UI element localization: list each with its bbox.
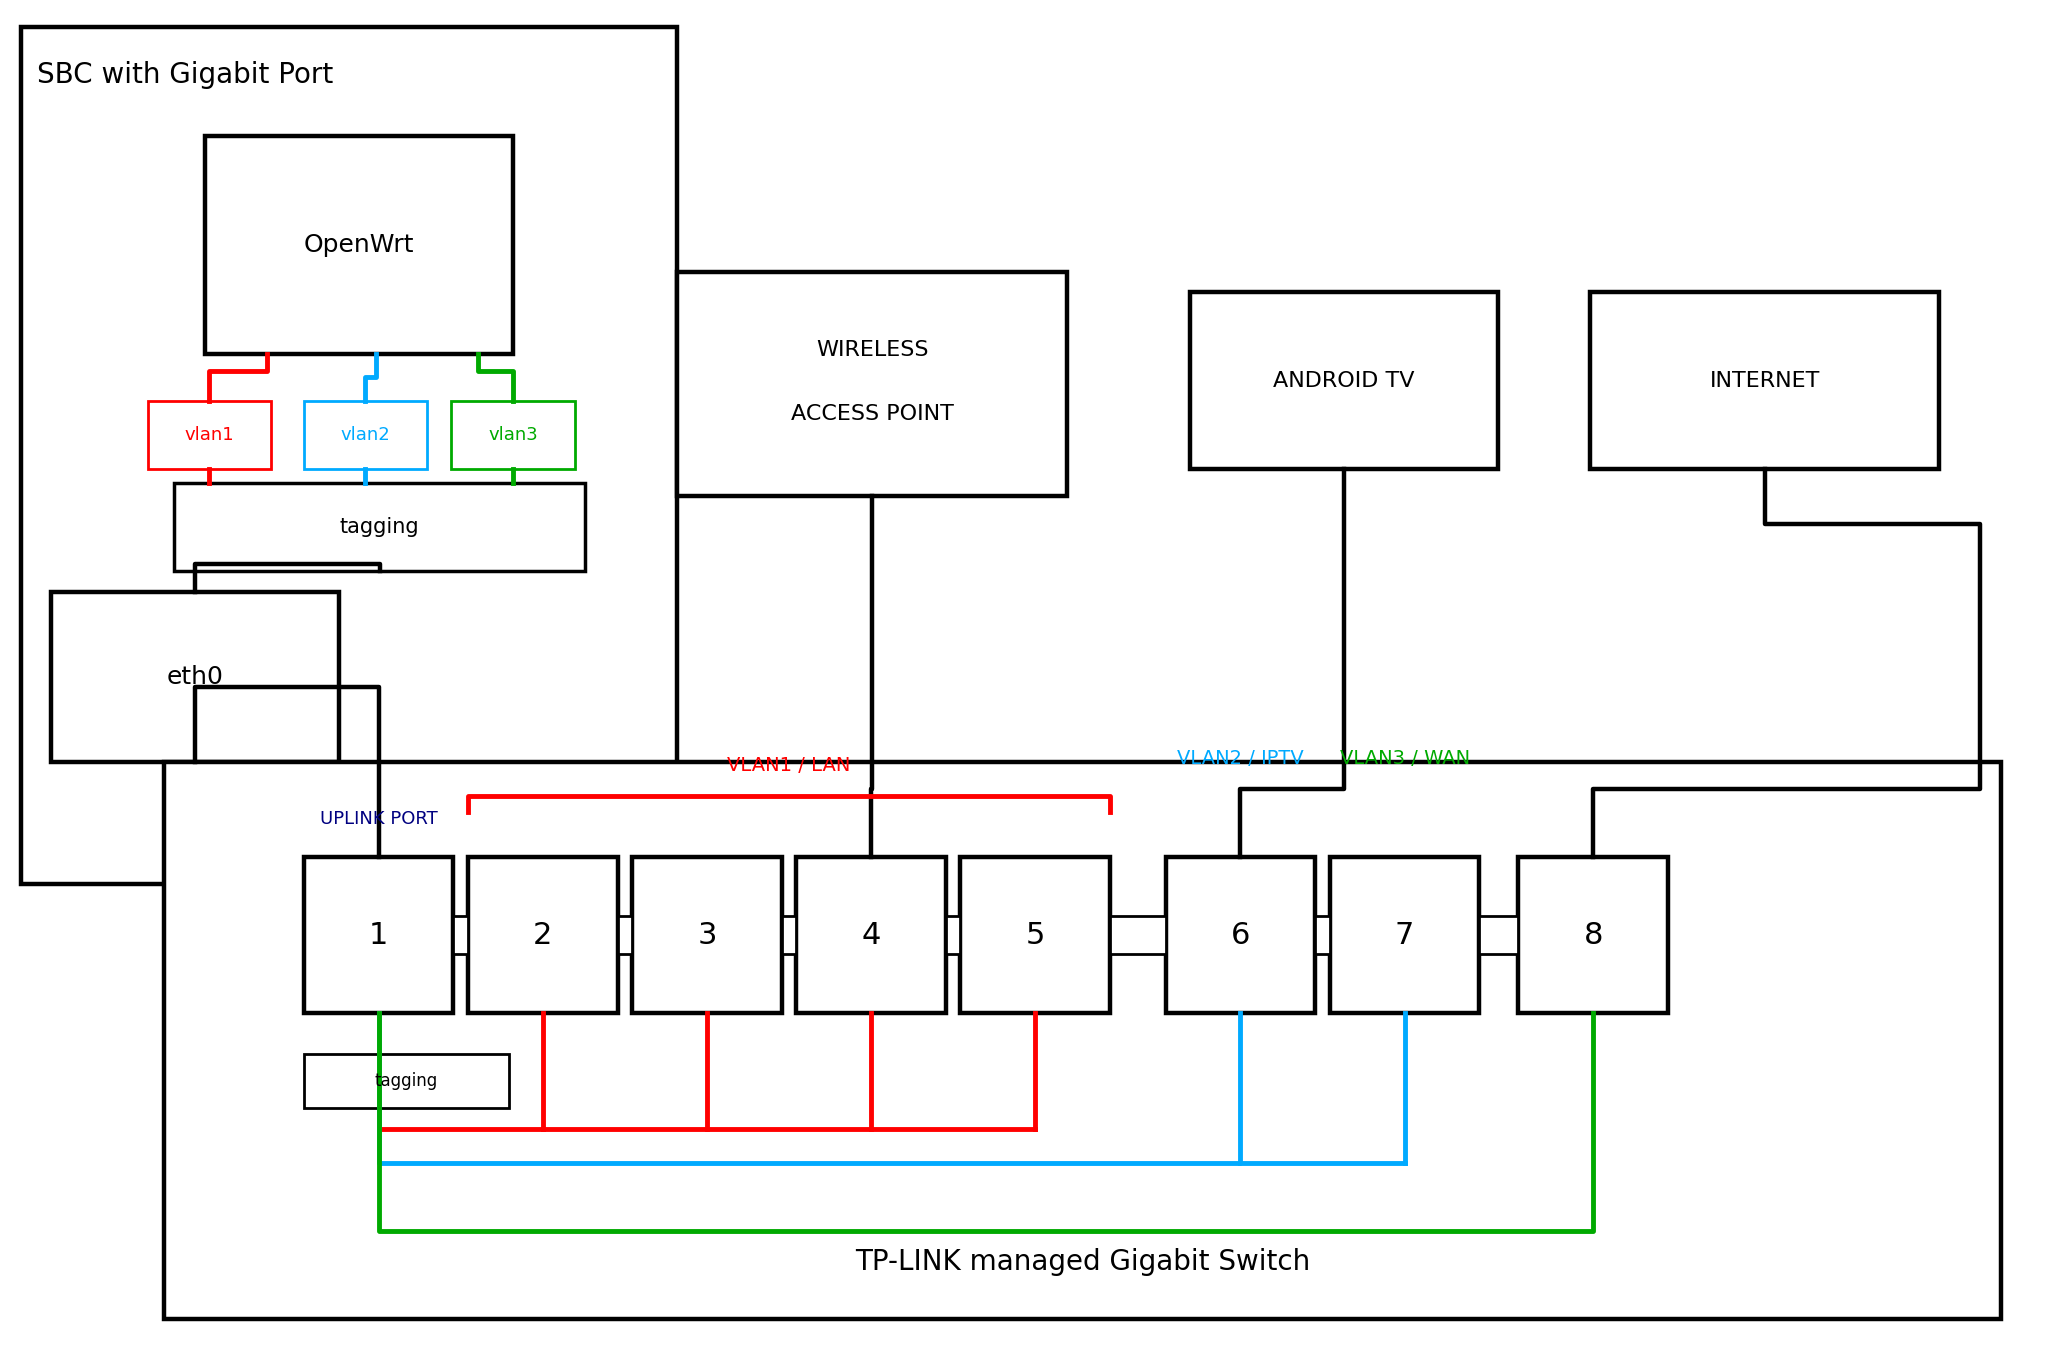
Bar — [796, 857, 946, 1013]
Bar — [1166, 857, 1315, 1013]
Text: SBC with Gigabit Port: SBC with Gigabit Port — [37, 61, 332, 90]
Bar — [51, 592, 339, 762]
Bar — [1110, 917, 1166, 955]
Text: 6: 6 — [1231, 921, 1250, 949]
Bar — [1590, 292, 1939, 469]
Bar — [1518, 857, 1668, 1013]
Bar — [304, 1054, 509, 1108]
Text: ANDROID TV: ANDROID TV — [1274, 371, 1414, 390]
Bar — [782, 917, 796, 955]
Bar — [618, 917, 632, 955]
Bar — [174, 483, 585, 571]
Text: vlan2: vlan2 — [341, 426, 390, 445]
Bar — [304, 401, 427, 469]
Bar — [632, 857, 782, 1013]
Bar — [1190, 292, 1498, 469]
Text: tagging: tagging — [341, 517, 419, 537]
Text: vlan3: vlan3 — [488, 426, 538, 445]
Bar — [960, 857, 1110, 1013]
Bar — [205, 136, 513, 354]
Text: ACCESS POINT: ACCESS POINT — [790, 404, 954, 424]
Text: vlan1: vlan1 — [185, 426, 234, 445]
Bar — [164, 762, 2001, 1319]
Text: TP-LINK managed Gigabit Switch: TP-LINK managed Gigabit Switch — [856, 1248, 1309, 1276]
Bar — [148, 401, 271, 469]
Bar — [677, 272, 1067, 496]
Text: VLAN3 / WAN: VLAN3 / WAN — [1340, 749, 1469, 768]
Bar — [453, 917, 468, 955]
Text: tagging: tagging — [376, 1072, 437, 1091]
Bar — [468, 857, 618, 1013]
Text: eth0: eth0 — [166, 665, 224, 688]
Text: UPLINK PORT: UPLINK PORT — [320, 809, 437, 828]
Text: WIRELESS: WIRELESS — [817, 340, 928, 360]
Text: 7: 7 — [1395, 921, 1414, 949]
Bar — [451, 401, 575, 469]
Bar — [1315, 917, 1330, 955]
Bar — [21, 27, 677, 884]
Text: 2: 2 — [534, 921, 552, 949]
Text: 4: 4 — [862, 921, 880, 949]
Text: 1: 1 — [369, 921, 388, 949]
Bar — [946, 917, 960, 955]
Text: 3: 3 — [698, 921, 716, 949]
Text: OpenWrt: OpenWrt — [304, 233, 415, 257]
Text: INTERNET: INTERNET — [1709, 371, 1820, 390]
Bar — [304, 857, 453, 1013]
Text: 5: 5 — [1026, 921, 1044, 949]
Bar — [1479, 917, 1518, 955]
Text: VLAN1 / LAN: VLAN1 / LAN — [726, 756, 852, 775]
Text: 8: 8 — [1584, 921, 1603, 949]
Text: VLAN2 / IPTV: VLAN2 / IPTV — [1178, 749, 1303, 768]
Bar — [1330, 857, 1479, 1013]
